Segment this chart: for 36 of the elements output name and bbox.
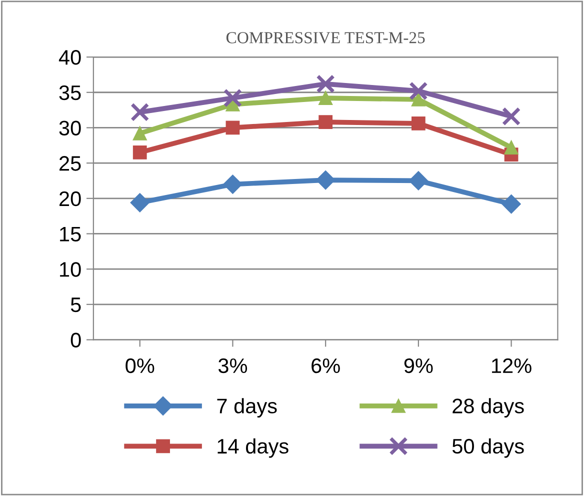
point (132, 146, 147, 160)
x-tick-label: 0% (126, 358, 154, 374)
point (504, 140, 518, 154)
y-tick-label: 5 (70, 298, 81, 312)
x-tick-label: 3% (218, 358, 248, 374)
point (318, 115, 333, 130)
legend-label: 14 days (218, 438, 288, 458)
point (502, 107, 521, 126)
y-tick-label: 10 (60, 262, 81, 277)
point (316, 74, 335, 94)
legend-label: 50 days (452, 438, 524, 458)
point (409, 82, 428, 100)
y-tick-label: 25 (60, 156, 81, 171)
x-tick-label: 6% (312, 358, 340, 374)
point (411, 116, 426, 130)
x-tick-label: 9% (404, 358, 433, 374)
point (223, 88, 242, 108)
x-tick-label: 12% (492, 358, 532, 374)
y-tick-label: 40 (58, 50, 81, 65)
point (411, 92, 426, 106)
legend-label: 7 days (217, 398, 277, 418)
legend-label: 28 days (452, 398, 524, 418)
y-tick-label: 0 (70, 332, 81, 348)
point (318, 91, 333, 105)
y-tick-label: 15 (60, 226, 81, 242)
point (223, 174, 242, 194)
point (130, 193, 150, 212)
chart-title: COMPRESSIVE TEST-M-25 (226, 32, 425, 44)
point (316, 170, 336, 190)
y-tick-label: 30 (59, 120, 81, 136)
point (130, 102, 150, 122)
y-tick-label: 35 (59, 85, 81, 100)
point (132, 126, 147, 140)
point (502, 194, 521, 214)
y-tick-label: 20 (60, 191, 81, 206)
point (226, 120, 240, 135)
